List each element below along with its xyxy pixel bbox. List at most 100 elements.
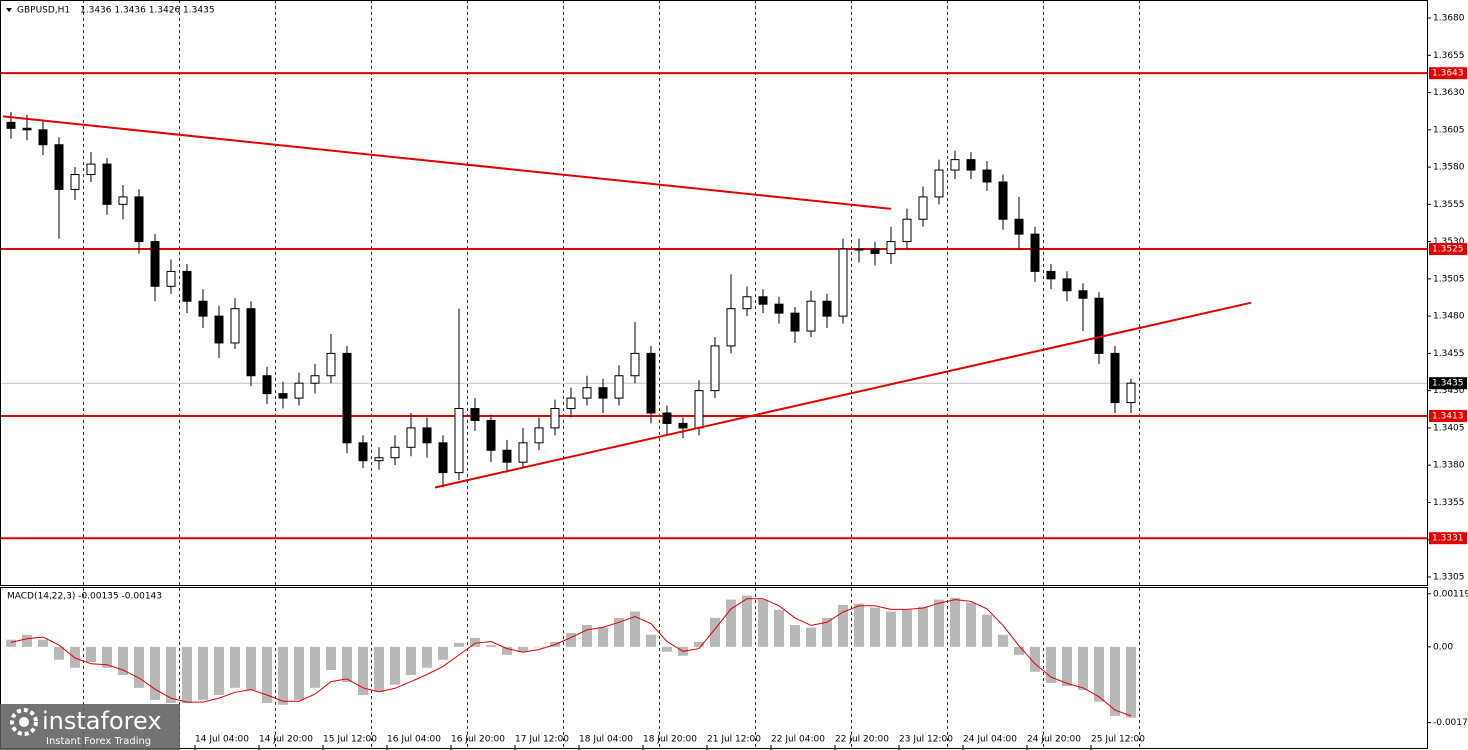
labels: GBPUSD,H1 1.3436 1.3436 1.3426 1.3435 MA… bbox=[6, 6, 1468, 745]
macd-bar bbox=[454, 642, 464, 647]
x-tick-label: 24 Jul 04:00 bbox=[963, 735, 1017, 745]
macd-bar bbox=[886, 611, 896, 647]
macd-bar bbox=[806, 627, 816, 647]
candle-body bbox=[790, 312, 800, 332]
macd-bar bbox=[742, 595, 752, 647]
candle-body bbox=[966, 159, 976, 171]
candle-body bbox=[182, 270, 192, 302]
x-tick-label: 17 Jul 12:00 bbox=[515, 735, 569, 745]
candle-body bbox=[486, 419, 496, 451]
macd-frame bbox=[0, 587, 1428, 749]
macd-bar bbox=[374, 646, 384, 692]
macd-bar bbox=[534, 646, 544, 648]
candle-body bbox=[518, 442, 528, 463]
candle-body bbox=[1062, 278, 1072, 292]
macd-bar bbox=[134, 646, 144, 688]
candle-body bbox=[118, 196, 128, 205]
candle-body bbox=[54, 144, 64, 190]
candle-body bbox=[902, 218, 912, 243]
y-tick-label: 1.3355 bbox=[1433, 498, 1465, 508]
candle-body bbox=[438, 442, 448, 474]
macd-bar bbox=[950, 597, 960, 647]
macd-bar bbox=[262, 646, 272, 703]
y-tick-label: 1.3655 bbox=[1433, 51, 1465, 61]
last-price-box bbox=[1429, 377, 1467, 390]
x-tick-label: 14 Jul 20:00 bbox=[259, 735, 313, 745]
macd-bar bbox=[438, 646, 448, 660]
level-label-box bbox=[1429, 243, 1467, 256]
candle-body bbox=[934, 169, 944, 198]
y-tick-label: 1.3455 bbox=[1433, 349, 1465, 359]
candle-body bbox=[1126, 382, 1136, 404]
y-tick-label: 1.3480 bbox=[1433, 312, 1465, 322]
macd-bar bbox=[774, 609, 784, 647]
macd-bar bbox=[278, 646, 288, 705]
candle-body bbox=[822, 300, 832, 317]
macd-bar bbox=[662, 646, 672, 652]
candle-body bbox=[358, 442, 368, 462]
candle-body bbox=[630, 352, 640, 377]
macd-bar bbox=[246, 646, 256, 691]
candle-body bbox=[838, 248, 848, 317]
macd-bar bbox=[166, 646, 176, 703]
candle-body bbox=[694, 390, 704, 429]
candle-body bbox=[950, 159, 960, 171]
candle-body bbox=[1030, 233, 1040, 272]
candle-body bbox=[1014, 218, 1024, 235]
candle-body bbox=[406, 427, 416, 448]
symbol-title: GBPUSD,H1 bbox=[17, 6, 70, 16]
candle-body bbox=[758, 296, 768, 305]
macd-bar bbox=[870, 607, 880, 647]
macd-bar bbox=[582, 624, 592, 647]
candle-body bbox=[1094, 297, 1104, 354]
level-label: 1.3331 bbox=[1432, 534, 1464, 544]
macd-panel bbox=[6, 593, 1431, 724]
y-tick-label: 1.3305 bbox=[1433, 572, 1465, 582]
y-tick-label: 1.3430 bbox=[1433, 386, 1465, 396]
y-tick-label: 0.00 bbox=[1433, 642, 1453, 652]
candle-body bbox=[454, 408, 464, 474]
candle-body bbox=[262, 375, 272, 395]
trend-line bbox=[434, 301, 1252, 489]
macd-bar bbox=[214, 646, 224, 695]
x-tick-label: 16 Jul 04:00 bbox=[387, 735, 441, 745]
candle-body bbox=[70, 174, 80, 190]
macd-bar bbox=[102, 646, 112, 668]
macd-bar bbox=[646, 634, 656, 647]
candle-body bbox=[646, 352, 656, 414]
macd-bar bbox=[854, 603, 864, 647]
candle-body bbox=[230, 308, 240, 344]
macd-bar bbox=[342, 646, 352, 683]
x-tick-label: 15 Jul 12:00 bbox=[323, 735, 377, 745]
candle-body bbox=[566, 397, 576, 410]
candle-body bbox=[742, 296, 752, 310]
y-tick-label: 1.3605 bbox=[1433, 125, 1465, 135]
macd-bar bbox=[1030, 646, 1040, 672]
x-tick-label: 22 Jul 20:00 bbox=[835, 735, 889, 745]
level-label-box bbox=[1429, 67, 1467, 80]
macd-bar bbox=[694, 641, 704, 647]
x-tick-label: 24 Jul 20:00 bbox=[1027, 735, 1081, 745]
macd-bar bbox=[822, 617, 832, 647]
macd-bar bbox=[1094, 646, 1104, 702]
candle-body bbox=[6, 121, 16, 129]
candle-body bbox=[726, 308, 736, 347]
macd-bar bbox=[710, 617, 720, 647]
macd-bar bbox=[598, 627, 608, 647]
trend-line bbox=[2, 115, 892, 210]
macd-bar bbox=[22, 634, 32, 647]
logo-tagline: Instant Forex Trading bbox=[46, 736, 151, 747]
macd-bar bbox=[470, 637, 480, 647]
macd-bar bbox=[902, 609, 912, 647]
macd-bar bbox=[1126, 646, 1136, 718]
macd-bar bbox=[838, 604, 848, 647]
candle-body bbox=[470, 408, 480, 421]
level-label: 1.3643 bbox=[1432, 69, 1464, 79]
macd-bar bbox=[726, 599, 736, 647]
candle-body bbox=[1046, 270, 1056, 280]
x-tick-label: 21 Jul 12:00 bbox=[707, 735, 761, 745]
candle-body bbox=[534, 427, 544, 444]
candle-body bbox=[38, 129, 48, 146]
macd-bar bbox=[566, 633, 576, 647]
